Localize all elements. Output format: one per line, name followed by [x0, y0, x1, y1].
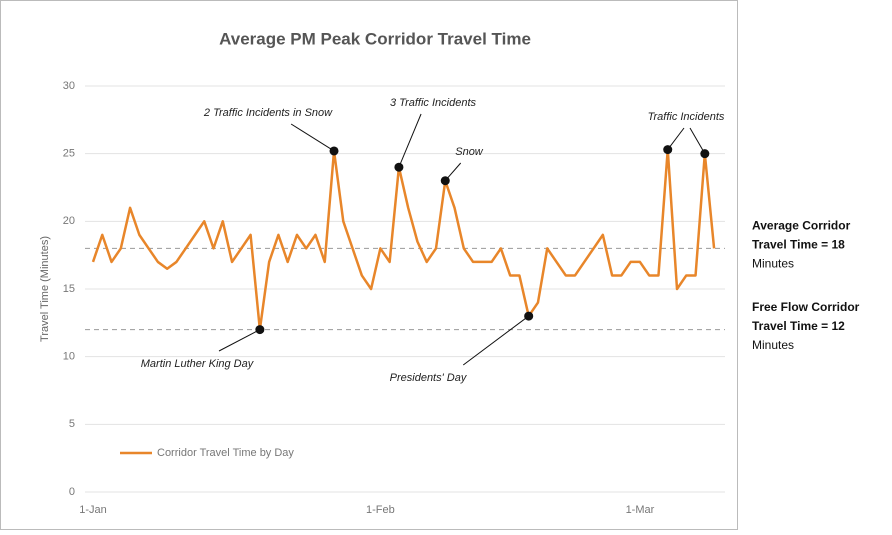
chart-frame [0, 0, 738, 530]
annotated-point [700, 149, 710, 159]
y-tick-label: 25 [63, 148, 75, 160]
y-axis-label: Travel Time (Minutes) [39, 236, 51, 342]
y-tick-label: 30 [63, 80, 75, 92]
x-tick-label: 1-Feb [366, 504, 395, 516]
chart-title: Average PM Peak Corridor Travel Time [219, 29, 531, 48]
reference-label: Free Flow Corridor [752, 300, 860, 314]
annotated-point [255, 325, 265, 335]
annotated-point [329, 146, 339, 156]
annotation-leader [290, 123, 335, 152]
y-tick-label: 5 [69, 418, 75, 430]
reference-label: Travel Time = 18 [752, 238, 845, 252]
reference-label: Average Corridor [752, 219, 851, 233]
annotated-point [440, 176, 450, 186]
y-tick-label: 0 [69, 486, 75, 498]
annotated-point [524, 311, 534, 321]
x-tick-label: 1-Jan [79, 504, 107, 516]
annotation-leader [462, 315, 529, 366]
annotated-point [663, 145, 673, 155]
y-tick-label: 20 [63, 215, 75, 227]
annotation-leader [398, 113, 422, 168]
y-tick-label: 10 [63, 351, 75, 363]
legend-label: Corridor Travel Time by Day [157, 447, 294, 459]
annotation: 3 Traffic Incidents [390, 97, 476, 109]
y-tick-label: 15 [63, 283, 75, 295]
annotated-point [394, 162, 404, 172]
annotation: Presidents' Day [390, 372, 468, 384]
reference-label: Travel Time = 12 [752, 319, 845, 333]
annotation-leader [689, 127, 706, 154]
annotation: Martin Luther King Day [141, 358, 255, 370]
annotation-leader [218, 329, 261, 352]
reference-label: Minutes [752, 338, 794, 352]
annotation: Snow [455, 146, 484, 158]
x-tick-label: 1-Mar [626, 504, 655, 516]
annotation: 2 Traffic Incidents in Snow [203, 107, 333, 119]
annotation-leader [667, 127, 685, 150]
reference-label: Minutes [752, 257, 794, 271]
annotation: Traffic Incidents [648, 111, 725, 123]
series-line [91, 148, 716, 331]
